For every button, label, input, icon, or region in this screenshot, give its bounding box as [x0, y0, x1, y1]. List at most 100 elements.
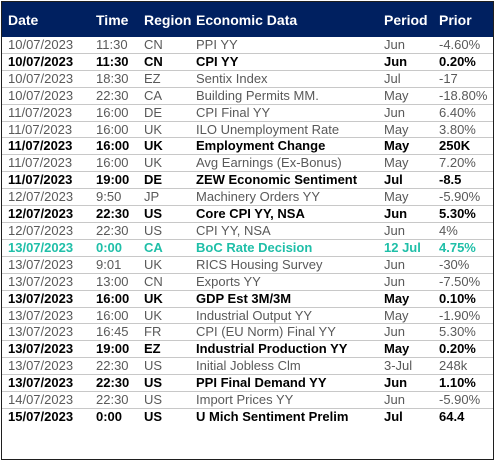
economic-data-cell: ILO Unemployment Rate: [190, 121, 378, 139]
time-cell: 22:30: [90, 391, 138, 409]
time-cell: 18:30: [90, 70, 138, 88]
economic-data-cell: CPI (EU Norm) Final YY: [190, 323, 378, 342]
region-cell: CN: [138, 37, 190, 54]
date-cell: 10/07/2023: [2, 87, 90, 105]
region-cell: DE: [138, 171, 190, 190]
table-row: 13/07/2023 9:01 UK RICS Housing Survey Jun -3…: [2, 256, 493, 274]
region-cell: UK: [138, 256, 190, 274]
date-cell: 13/07/2023: [2, 273, 90, 291]
prior-cell: 4.75%: [433, 239, 493, 257]
period-cell: May: [378, 154, 433, 173]
region-cell: JP: [138, 188, 190, 207]
prior-cell: -1.90%: [433, 307, 493, 325]
date-cell: 13/07/2023: [2, 374, 90, 393]
date-cell: 10/07/2023: [2, 53, 90, 71]
date-cell: 11/07/2023: [2, 104, 90, 122]
time-cell: 16:00: [90, 154, 138, 173]
header-date: Date: [8, 11, 39, 28]
prior-cell: -5.90%: [433, 188, 493, 207]
table-row: 10/07/2023 22:30 CA Building Permits MM. May…: [2, 87, 493, 105]
period-cell: Jun: [378, 391, 433, 409]
period-cell: May: [378, 121, 433, 139]
time-cell: 16:00: [90, 307, 138, 325]
economic-data-cell: Sentix Index: [190, 70, 378, 88]
economic-data-cell: Building Permits MM.: [190, 87, 378, 105]
prior-cell: -5.90%: [433, 391, 493, 409]
prior-cell: -7.50%: [433, 273, 493, 291]
economic-data-cell: Import Prices YY: [190, 391, 378, 409]
date-cell: 11/07/2023: [2, 171, 90, 190]
date-cell: 13/07/2023: [2, 357, 90, 376]
period-cell: May: [378, 340, 433, 359]
prior-cell: 5.30%: [433, 205, 493, 223]
prior-cell: 248k: [433, 357, 493, 376]
period-cell: Jun: [378, 323, 433, 342]
table-row: 13/07/2023 22:30 US Initial Jobless Clm 3-Ju…: [2, 357, 493, 376]
time-cell: 11:30: [90, 37, 138, 54]
table-row: 12/07/2023 22:30 US CPI YY, NSA Jun 4%: [2, 222, 493, 240]
economic-data-cell: PPI YY: [190, 37, 378, 54]
table-row: 13/07/2023 0:00 CA BoC Rate Decision 12 Jul 4…: [2, 239, 493, 257]
period-cell: 3-Jul: [378, 357, 433, 376]
time-cell: 19:00: [90, 171, 138, 190]
table-row: 11/07/2023 16:00 UK ILO Unemployment Rate Ma…: [2, 121, 493, 139]
region-cell: CA: [138, 87, 190, 105]
region-cell: US: [138, 391, 190, 409]
date-cell: 15/07/2023: [8, 408, 74, 424]
region-cell: EZ: [138, 340, 190, 359]
period-cell: Jun: [378, 222, 433, 240]
header-time: Time: [96, 11, 129, 28]
header-region: Region: [144, 11, 192, 28]
table-row: 15/07/2023 0:00 US U Mich Sentiment Prelim J…: [2, 408, 493, 424]
prior-cell: 5.30%: [433, 323, 493, 342]
region-cell: US: [144, 408, 163, 424]
date-cell: 11/07/2023: [2, 137, 90, 156]
region-cell: CN: [138, 273, 190, 291]
prior-cell: 1.10%: [433, 374, 493, 393]
prior-cell: 7.20%: [433, 154, 493, 173]
period-cell: Jun: [378, 256, 433, 274]
date-cell: 13/07/2023: [2, 256, 90, 274]
region-cell: CA: [138, 239, 190, 257]
table-row: 12/07/2023 9:50 JP Machinery Orders YY May -5…: [2, 188, 493, 207]
period-cell: Jun: [378, 205, 433, 223]
time-cell: 22:30: [90, 87, 138, 105]
economic-data-cell: Industrial Production YY: [190, 340, 378, 359]
date-cell: 13/07/2023: [2, 239, 90, 257]
time-cell: 9:50: [90, 188, 138, 207]
prior-cell: -8.5: [433, 171, 493, 190]
table-row: 13/07/2023 16:00 UK GDP Est 3M/3M May 0.10%: [2, 290, 493, 308]
region-cell: US: [138, 222, 190, 240]
region-cell: UK: [138, 290, 190, 308]
economic-data-cell: BoC Rate Decision: [190, 239, 378, 257]
region-cell: US: [138, 374, 190, 393]
table-row: 11/07/2023 16:00 UK Avg Earnings (Ex-Bonus)…: [2, 154, 493, 173]
region-cell: UK: [138, 121, 190, 139]
date-cell: 10/07/2023: [2, 37, 90, 54]
economic-data-cell: RICS Housing Survey: [190, 256, 378, 274]
date-cell: 12/07/2023: [2, 205, 90, 223]
region-cell: UK: [138, 154, 190, 173]
time-cell: 22:30: [90, 222, 138, 240]
table-row: 13/07/2023 13:00 CN Exports YY Jun -7.50%: [2, 273, 493, 291]
table-row: 13/07/2023 19:00 EZ Industrial Production Y…: [2, 340, 493, 359]
period-cell: May: [378, 188, 433, 207]
economic-data-cell: U Mich Sentiment Prelim: [196, 408, 349, 424]
table-header-row: Date Time Region Economic Data Period Pr…: [2, 2, 493, 37]
period-cell: Jun: [378, 37, 433, 54]
period-cell: Jun: [378, 104, 433, 122]
date-cell: 13/07/2023: [2, 307, 90, 325]
date-cell: 12/07/2023: [2, 188, 90, 207]
date-cell: 14/07/2023: [2, 391, 90, 409]
prior-cell: 0.20%: [433, 53, 493, 71]
prior-cell: -30%: [433, 256, 493, 274]
period-cell: Jun: [378, 53, 433, 71]
time-cell: 11:30: [90, 53, 138, 71]
period-cell: May: [378, 137, 433, 156]
date-cell: 13/07/2023: [2, 290, 90, 308]
period-cell: Jul: [378, 171, 433, 190]
table-row: 11/07/2023 16:00 UK Employment Change May 250…: [2, 137, 493, 156]
economic-data-cell: Avg Earnings (Ex-Bonus): [190, 154, 378, 173]
prior-cell: -4.60%: [433, 37, 493, 54]
